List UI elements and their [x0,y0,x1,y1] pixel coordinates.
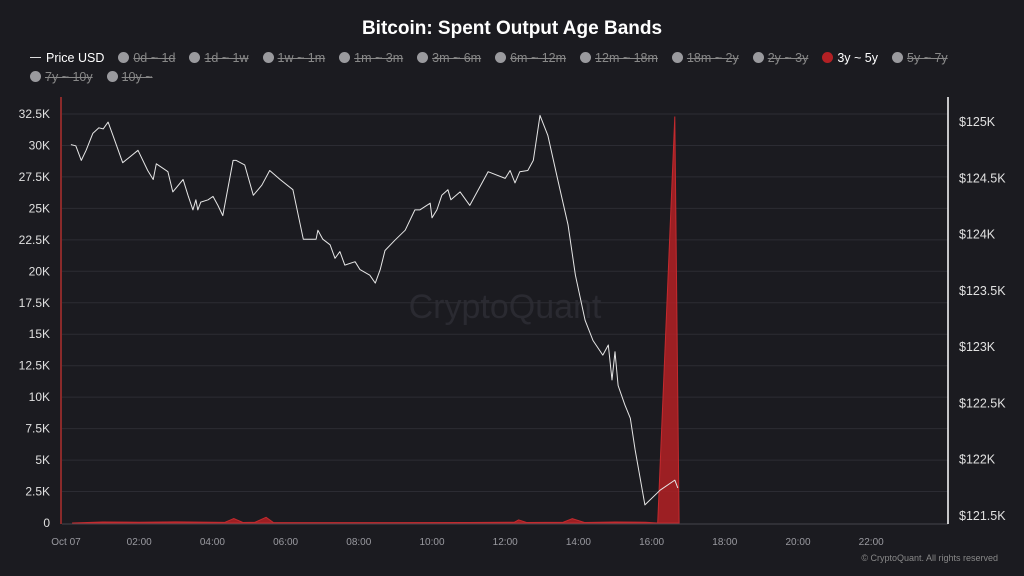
circle-marker-icon [495,52,507,63]
y-left-tick-label: 30K [29,138,50,152]
x-tick-label: Oct 07 [51,537,81,548]
legend: Price USD 0d ~ 1d 1d ~ 1w 1w ~ 1m 1m ~ 3m 3m … [30,49,1010,85]
circle-marker-icon [189,52,201,63]
y-right-tick-label: $124K [959,228,996,242]
legend-label: 7y ~ 10y [45,69,93,84]
legend-item-price-usd[interactable]: Price USD [30,49,104,66]
y-left-tick-label: 25K [29,201,50,215]
legend-item-3m-6m[interactable]: 3m ~ 6m [417,49,481,66]
legend-item-5y-7y[interactable]: 5y ~ 7y [892,49,948,66]
y-right-tick-label: $122K [959,453,996,467]
x-tick-label: 04:00 [200,537,225,548]
price-line [70,114,679,506]
legend-item-7y-10y[interactable]: 7y ~ 10y [30,68,93,85]
y-left-tick-label: 2.5K [25,485,50,499]
band-area-3y-5y [72,116,680,524]
legend-item-18m-2y[interactable]: 18m ~ 2y [671,49,739,66]
circle-marker-icon [417,52,429,63]
x-tick-label: 16:00 [639,537,664,548]
legend-item-3y-5y[interactable]: 3y ~ 5y [822,49,878,66]
circle-marker-icon [118,52,130,63]
circle-marker-icon [30,71,41,82]
legend-label: 1w ~ 1m [277,50,326,65]
legend-item-12m-18m[interactable]: 12m ~ 18m [580,49,658,66]
circle-marker-icon [892,52,904,63]
chart-title: Bitcoin: Spent Output Age Bands [361,18,663,39]
x-tick-label: 02:00 [127,537,152,548]
circle-marker-icon [262,52,274,63]
legend-label: 12m ~ 18m [595,50,658,65]
watermark: CryptoQuant [409,288,602,326]
y-left-tick-label: 7.5K [25,422,50,436]
x-tick-label: 06:00 [273,537,298,548]
x-tick-label: 22:00 [859,537,884,548]
circle-marker-icon [339,52,351,63]
y-left-tick-label: 22.5K [19,233,50,247]
y-left-tick-label: 17.5K [19,296,50,310]
legend-label: 5y ~ 7y [907,50,948,65]
y-right-tick-label: $123.5K [959,284,1006,298]
legend-item-1m-3m[interactable]: 1m ~ 3m [339,49,403,66]
y-right-tick-label: $122.5K [959,396,1006,410]
line-marker-icon [30,57,41,58]
x-tick-label: 14:00 [566,537,591,548]
y-right-tick-label: $125K [959,115,996,129]
circle-marker-icon [671,52,683,63]
y-left-tick-label: 32.5K [19,107,50,121]
legend-label: 2y ~ 3y [767,50,809,65]
x-tick-label: 08:00 [346,537,371,548]
legend-label: 10y ~ [121,69,153,84]
legend-item-6m-12m[interactable]: 6m ~ 12m [495,49,566,66]
legend-item-1w-1m[interactable]: 1w ~ 1m [262,49,326,66]
legend-item-1d-1w[interactable]: 1d ~ 1w [189,49,249,66]
circle-marker-icon [580,52,592,63]
legend-item-2y-3y[interactable]: 2y ~ 3y [752,49,809,66]
circle-marker-icon [106,71,118,82]
y-left-tick-label: 5K [35,453,50,467]
legend-label: 18m ~ 2y [686,50,739,65]
y-left-tick-label: 0 [43,516,50,530]
legend-item-10y-[interactable]: 10y ~ [106,68,153,85]
legend-label: 3y ~ 5y [837,50,879,65]
legend-label: 0d ~ 1d [133,50,176,65]
y-left-tick-label: 10K [29,390,50,404]
legend-label: Price USD [46,50,105,65]
y-left-tick-label: 12.5K [19,359,50,373]
circle-marker-icon [822,52,834,63]
y-left-tick-label: 15K [29,327,50,341]
legend-item-0d-1d[interactable]: 0d ~ 1d [118,49,175,66]
y-left-tick-label: 20K [29,264,50,278]
x-tick-label: 20:00 [785,537,810,548]
y-left-tick-label: 27.5K [19,170,50,184]
circle-marker-icon [752,52,764,63]
legend-label: 6m ~ 12m [510,50,567,65]
x-tick-label: 10:00 [419,537,444,548]
y-right-tick-label: $124.5K [959,171,1006,185]
y-right-tick-label: $121.5K [959,509,1006,523]
legend-label: 3m ~ 6m [432,50,482,65]
legend-label: 1d ~ 1w [204,50,249,65]
x-tick-label: 18:00 [712,537,737,548]
y-right-tick-label: $123K [959,340,996,354]
copyright-text: © CryptoQuant. All rights reserved [861,553,998,563]
legend-label: 1m ~ 3m [354,50,404,65]
x-tick-label: 12:00 [493,537,518,548]
